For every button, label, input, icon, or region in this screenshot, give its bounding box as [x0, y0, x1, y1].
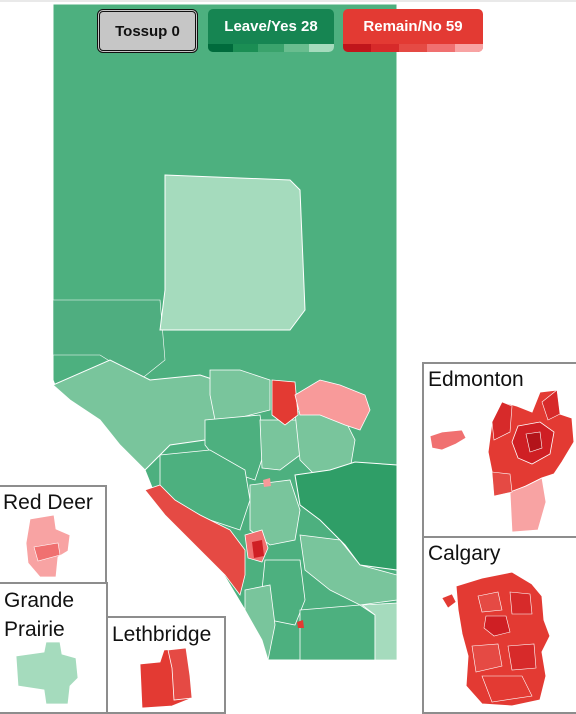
riding-south-b[interactable] — [249, 479, 301, 546]
red-deer-label: Red Deer — [3, 491, 93, 514]
leave-yes-button[interactable]: Leave/Yes 28 — [208, 9, 334, 52]
riding-calgary-core[interactable] — [252, 540, 264, 558]
tossup-label: Tossup 0 — [115, 22, 180, 40]
riding-north-central[interactable] — [159, 174, 306, 331]
riding-central-c[interactable] — [259, 419, 301, 471]
red-deer-map — [25, 514, 71, 578]
remain-no-button[interactable]: Remain/No 59 — [343, 9, 483, 52]
riding-south-e[interactable] — [299, 604, 376, 661]
riding-east[interactable] — [294, 461, 398, 571]
grande-prairie-inset[interactable]: Grande Prairie — [0, 582, 108, 714]
leave-yes-label: Leave/Yes 28 — [224, 18, 318, 35]
riding-lethbridge-dot[interactable] — [297, 620, 304, 628]
remain-scale-bar — [343, 44, 483, 52]
riding-red-deer-dot[interactable] — [263, 478, 271, 487]
grande-prairie-map — [15, 641, 79, 705]
top-border — [0, 0, 576, 2]
riding-south-c[interactable] — [299, 534, 398, 606]
grande-prairie-label-line1: Grande — [4, 589, 75, 612]
riding-southwest[interactable] — [244, 584, 276, 661]
edmonton-inset[interactable]: Edmonton — [422, 362, 576, 538]
remain-no-label: Remain/No 59 — [363, 18, 463, 35]
lethbridge-map — [139, 647, 193, 709]
lethbridge-inset[interactable]: Lethbridge — [106, 616, 226, 714]
riding-southeast[interactable] — [360, 602, 398, 661]
lethbridge-label: Lethbridge — [112, 623, 212, 646]
leave-scale-bar — [208, 44, 334, 52]
riding-edmonton-east[interactable] — [294, 379, 371, 431]
edmonton-map — [429, 389, 575, 533]
calgary-label: Calgary — [428, 542, 501, 565]
edmonton-label: Edmonton — [428, 368, 524, 391]
calgary-map — [441, 571, 551, 707]
riding-edmonton-area[interactable] — [271, 379, 299, 426]
riding-mountain[interactable] — [144, 484, 246, 596]
grande-prairie-label-line2: Prairie — [4, 618, 65, 641]
tossup-button[interactable]: Tossup 0 — [97, 9, 198, 53]
red-deer-inset[interactable]: Red Deer — [0, 485, 107, 584]
calgary-inset[interactable]: Calgary — [422, 536, 576, 714]
riding-central-a[interactable] — [209, 369, 271, 421]
